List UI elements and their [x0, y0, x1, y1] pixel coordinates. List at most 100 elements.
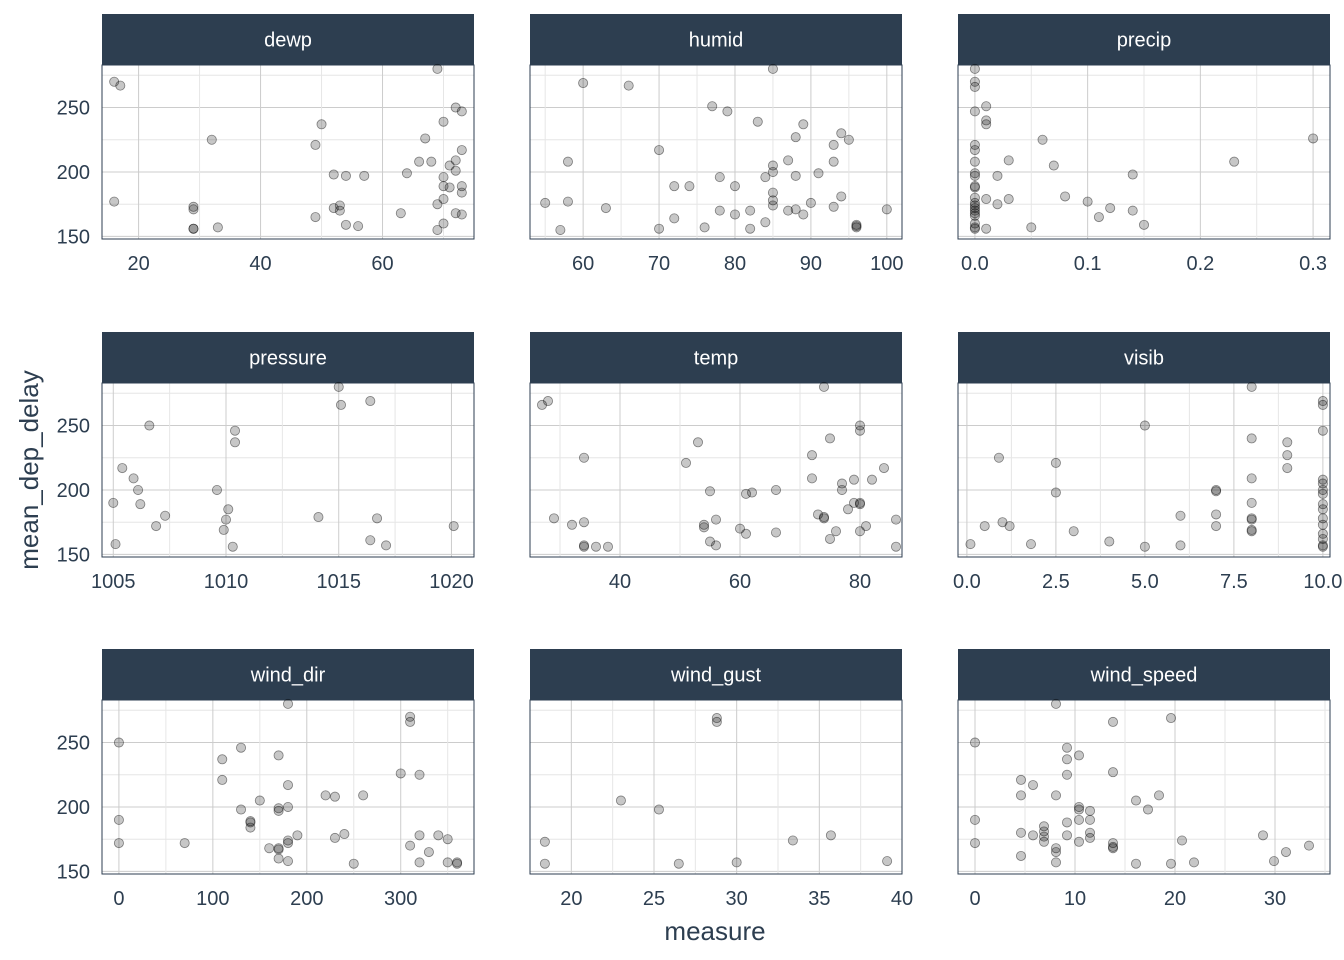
data-point	[1085, 832, 1096, 843]
data-point	[767, 195, 778, 206]
data-point	[450, 208, 461, 219]
data-point	[1108, 716, 1119, 727]
y-axis-title: mean_dep_delay	[14, 370, 44, 570]
data-point	[432, 224, 443, 235]
data-point	[969, 192, 980, 203]
data-point	[1211, 521, 1222, 532]
data-point	[562, 156, 573, 167]
data-point	[1060, 191, 1071, 202]
data-point	[969, 170, 980, 181]
data-point	[813, 509, 824, 520]
data-point	[705, 536, 716, 547]
x-tick-label: 0.0	[961, 253, 989, 275]
data-point	[819, 381, 830, 392]
data-point	[828, 201, 839, 212]
data-point	[828, 139, 839, 150]
plot-panel	[958, 700, 1330, 874]
data-point	[591, 541, 602, 552]
data-point	[1246, 473, 1257, 484]
data-point	[438, 172, 449, 183]
data-point	[144, 420, 155, 431]
data-point	[117, 463, 128, 474]
facet-pressure: pressure 1005 1010 1015 1020 150 200 250	[57, 332, 475, 593]
x-tick-label: 35	[808, 888, 830, 910]
data-point	[1074, 836, 1085, 847]
data-point	[787, 835, 798, 846]
data-point	[1062, 817, 1073, 828]
data-point	[745, 205, 756, 216]
data-point	[1082, 196, 1093, 207]
data-point	[1026, 222, 1037, 233]
data-point	[707, 101, 718, 112]
data-point	[849, 474, 860, 485]
facet-strip-label: wind_gust	[670, 665, 762, 687]
x-tick-label: 60	[371, 253, 393, 275]
x-tick-label: 0.3	[1299, 253, 1327, 275]
data-point	[1108, 767, 1119, 778]
data-point	[456, 209, 467, 220]
data-point	[669, 213, 680, 224]
x-tick-label: 40	[249, 253, 271, 275]
data-point	[855, 497, 866, 508]
data-point	[1317, 499, 1328, 510]
x-tick-label: 100	[870, 253, 903, 275]
data-point	[282, 838, 293, 849]
data-point	[450, 102, 461, 113]
data-point	[329, 791, 340, 802]
data-point	[1039, 836, 1050, 847]
data-point	[1016, 827, 1027, 838]
data-point	[426, 156, 437, 167]
data-point	[969, 208, 980, 219]
data-point	[969, 222, 980, 233]
data-point	[1039, 826, 1050, 837]
x-tick-label: 30	[1264, 888, 1286, 910]
data-point	[969, 197, 980, 208]
x-tick-label: 60	[572, 253, 594, 275]
data-point	[395, 208, 406, 219]
data-point	[729, 209, 740, 220]
data-point	[236, 804, 247, 815]
data-point	[320, 790, 331, 801]
data-point	[836, 191, 847, 202]
data-point	[969, 63, 980, 74]
facet-strip	[530, 14, 902, 65]
data-point	[747, 487, 758, 498]
data-point	[245, 822, 256, 833]
x-tick-label: 0.1	[1074, 253, 1102, 275]
data-point	[1175, 540, 1186, 551]
data-point	[1016, 790, 1027, 801]
data-point	[1317, 541, 1328, 552]
data-point	[1062, 830, 1073, 841]
facet-dewp: dewp 20 40 60 150 200 250	[57, 14, 475, 275]
data-point	[108, 497, 119, 508]
data-point	[1085, 827, 1096, 838]
data-point	[450, 165, 461, 176]
data-point	[819, 513, 830, 524]
data-point	[1074, 801, 1085, 812]
data-point	[699, 522, 710, 533]
data-point	[714, 172, 725, 183]
data-point	[1028, 830, 1039, 841]
facet-precip: precip 0.0 0.1 0.2 0.3	[957, 14, 1331, 275]
data-point	[1246, 514, 1257, 525]
data-point	[969, 205, 980, 216]
data-point	[767, 63, 778, 74]
data-point	[567, 519, 578, 530]
data-point	[217, 754, 228, 765]
data-point	[1246, 381, 1257, 392]
data-point	[452, 857, 463, 868]
data-point	[819, 512, 830, 523]
data-point	[969, 145, 980, 156]
data-point	[731, 857, 742, 868]
y-tick-label: 250	[57, 733, 90, 755]
data-point	[1317, 396, 1328, 407]
data-point	[711, 540, 722, 551]
data-point	[673, 858, 684, 869]
data-point	[767, 160, 778, 171]
data-point	[188, 223, 199, 234]
x-tick-label: 2.5	[1042, 571, 1070, 593]
data-point	[981, 194, 992, 205]
x-tick-label: 0.0	[953, 571, 981, 593]
data-point	[699, 519, 710, 530]
